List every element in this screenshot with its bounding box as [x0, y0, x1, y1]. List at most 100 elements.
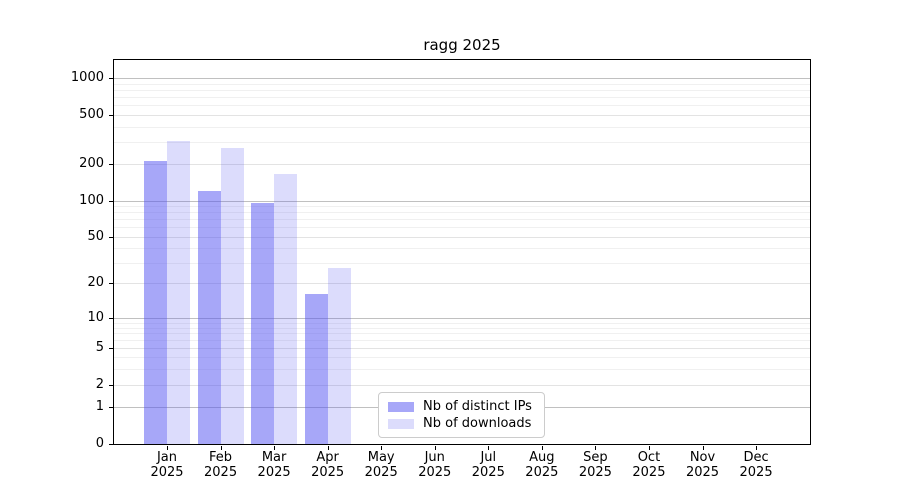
- gridline-minor: [114, 126, 810, 128]
- bar-distinct-ips: [197, 190, 221, 444]
- bar-downloads: [167, 141, 190, 444]
- gridline-major: [114, 78, 810, 79]
- gridline-minor: [114, 327, 810, 329]
- bar-downloads: [274, 174, 298, 444]
- x-tick-mark: [220, 446, 222, 450]
- y-tick-mark: [109, 78, 113, 79]
- x-tick-year: 2025: [739, 465, 773, 480]
- gridline-minor: [114, 97, 810, 99]
- gridline: [114, 283, 810, 284]
- y-tick-label: 50: [87, 229, 104, 244]
- x-tick-mark: [274, 446, 276, 450]
- x-tick-year: 2025: [578, 465, 612, 480]
- x-tick-label: Dec 2025: [724, 450, 788, 480]
- x-tick-month: Aug: [529, 450, 555, 465]
- x-tick-mark: [434, 446, 436, 450]
- x-tick-mark: [756, 446, 758, 450]
- x-tick-label: Oct 2025: [617, 450, 681, 480]
- x-tick-label: Jul 2025: [456, 450, 520, 480]
- x-tick-mark: [702, 446, 704, 450]
- y-tick-label: 20: [87, 275, 104, 290]
- x-tick-month: Jun: [424, 450, 445, 465]
- x-tick-label: Sep 2025: [563, 450, 627, 480]
- y-tick-label: 5: [95, 340, 104, 355]
- x-tick-mark: [167, 446, 168, 450]
- bar-distinct-ips: [304, 294, 328, 444]
- y-tick-label: 200: [79, 155, 104, 171]
- plot-area: [113, 59, 811, 445]
- y-tick-label: 10: [87, 310, 104, 325]
- x-tick-year: 2025: [632, 465, 666, 480]
- chart-title: ragg 2025: [423, 36, 501, 54]
- x-tick-label: Mar 2025: [242, 450, 306, 480]
- gridline-minor: [114, 142, 810, 144]
- bar-distinct-ips: [144, 160, 167, 444]
- y-tick-mark: [109, 407, 113, 408]
- legend: Nb of distinct IPs Nb of downloads: [378, 392, 545, 438]
- legend-item-downloads: Nb of downloads: [388, 415, 544, 432]
- y-tick-mark: [109, 163, 113, 165]
- gridline-minor: [114, 89, 810, 91]
- gridline: [114, 385, 810, 386]
- gridline-minor: [114, 248, 810, 250]
- gridline-minor: [114, 340, 810, 342]
- x-tick-mark: [381, 446, 383, 450]
- x-tick-year: 2025: [471, 465, 505, 480]
- gridline-minor: [114, 212, 810, 214]
- x-tick-year: 2025: [418, 465, 452, 480]
- x-tick-label: May 2025: [349, 450, 413, 480]
- x-tick-label: Apr 2025: [296, 450, 360, 480]
- y-tick-label: 100: [79, 192, 104, 208]
- x-tick-month: Jan: [156, 450, 178, 465]
- x-tick-mark: [648, 446, 650, 450]
- gridline-minor: [114, 219, 810, 221]
- x-tick-label: Jun 2025: [403, 450, 467, 480]
- legend-label-distinct-ips: Nb of distinct IPs: [423, 399, 532, 414]
- x-tick-mark: [488, 446, 490, 450]
- legend-swatch-downloads: [388, 418, 414, 429]
- x-tick-year: 2025: [150, 465, 184, 480]
- y-tick-mark: [109, 444, 113, 445]
- x-tick-month: Mar: [261, 450, 287, 465]
- x-tick-label: Feb 2025: [189, 450, 253, 480]
- gridline: [114, 115, 810, 116]
- gridline-major: [114, 200, 810, 202]
- y-tick-label: 1000: [70, 70, 104, 85]
- x-tick-month: Nov: [689, 450, 716, 465]
- y-tick-mark: [109, 318, 113, 319]
- y-tick-mark: [109, 348, 113, 349]
- x-tick-label: Jan 2025: [135, 450, 199, 480]
- y-tick-mark: [109, 237, 113, 238]
- gridline-minor: [114, 83, 810, 85]
- x-tick-year: 2025: [364, 465, 398, 480]
- bar-distinct-ips: [251, 202, 275, 444]
- y-tick-mark: [109, 385, 113, 386]
- x-tick-month: Dec: [743, 450, 769, 465]
- legend-label-downloads: Nb of downloads: [423, 416, 532, 431]
- y-tick-mark: [109, 283, 113, 284]
- x-tick-year: 2025: [685, 465, 720, 480]
- y-tick-mark: [109, 115, 113, 116]
- x-tick-month: Apr: [316, 450, 339, 465]
- y-tick-label: 1: [95, 399, 104, 414]
- x-tick-month: May: [367, 450, 395, 465]
- gridline-minor: [114, 105, 810, 107]
- bar-downloads: [327, 267, 351, 444]
- gridline: [114, 348, 810, 349]
- gridline-minor: [114, 368, 810, 370]
- legend-item-distinct-ips: Nb of distinct IPs: [388, 398, 544, 415]
- y-tick-label: 0: [95, 436, 104, 451]
- gridline-minor: [114, 322, 810, 324]
- gridline-minor: [114, 206, 810, 208]
- x-tick-mark: [541, 446, 543, 450]
- gridline-minor: [114, 227, 810, 229]
- x-tick-month: Jul: [480, 450, 497, 465]
- y-tick-label: 2: [95, 377, 104, 392]
- x-tick-year: 2025: [204, 465, 238, 480]
- bar-downloads: [220, 147, 244, 444]
- x-tick-year: 2025: [257, 465, 291, 480]
- x-tick-mark: [595, 446, 597, 450]
- legend-swatch-distinct-ips: [388, 401, 414, 412]
- x-tick-mark: [327, 446, 329, 450]
